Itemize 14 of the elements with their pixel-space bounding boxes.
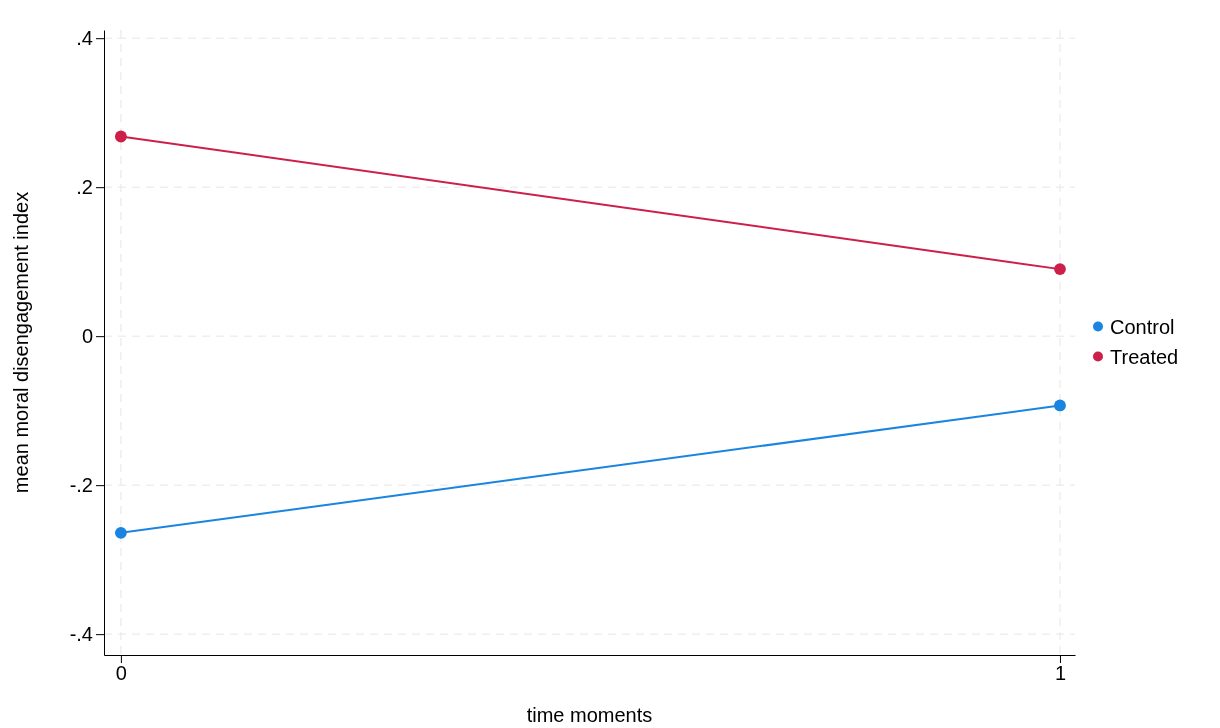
y-tick-label: 0	[81, 325, 93, 348]
point	[114, 130, 127, 143]
point	[1054, 399, 1066, 412]
y-tick-label: -.2	[69, 474, 93, 497]
y-axis-title: mean moral disengagement index	[10, 191, 32, 494]
y-tick-label: -.4	[69, 623, 93, 646]
y-tick-label: .4	[76, 27, 93, 50]
point	[114, 526, 127, 539]
x-axis-title: time moments	[526, 704, 653, 726]
legend-label: Treated	[1110, 345, 1179, 368]
x-tick-label: 1	[1054, 662, 1067, 685]
legend-label: Control	[1110, 315, 1175, 338]
y-tick-label: .2	[76, 176, 93, 199]
point	[1054, 263, 1066, 276]
